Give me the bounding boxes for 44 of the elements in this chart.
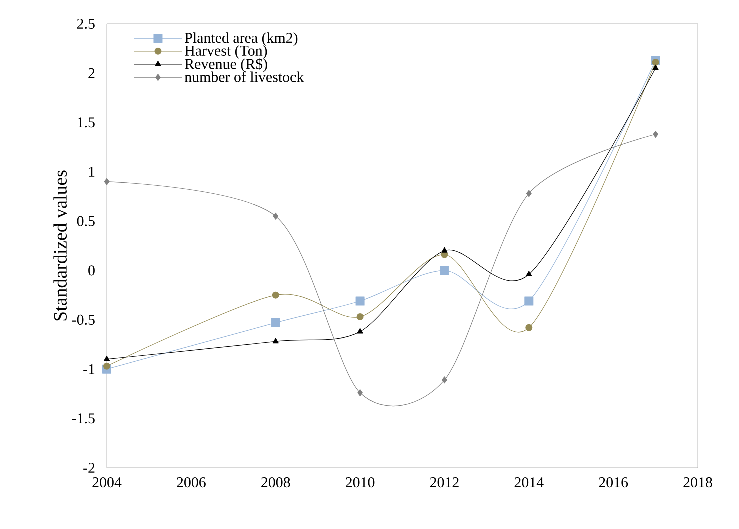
- point: [440, 266, 450, 276]
- y-tick-label: -1: [84, 364, 95, 374]
- legend-label: Planted area (km2): [185, 32, 298, 46]
- point: [272, 338, 279, 344]
- point: [272, 292, 280, 299]
- y-tick-label: -1.5: [72, 414, 95, 424]
- y-tick-label: 1.5: [78, 118, 95, 128]
- point: [104, 178, 110, 186]
- point: [526, 324, 533, 332]
- y-tick-label: 0: [88, 266, 95, 276]
- y-axis-title: Standardized values: [54, 170, 67, 321]
- legend-label: number of livestock: [184, 72, 304, 82]
- legend-label: Revenue (R$): [185, 58, 268, 72]
- x-tick-label: 2014: [514, 478, 544, 488]
- point: [356, 296, 365, 306]
- x-tick-label: 2010: [346, 478, 375, 488]
- y-tick-label: -0.5: [72, 314, 95, 326]
- point: [526, 190, 532, 198]
- y-tick-label: 0.5: [77, 216, 95, 226]
- point: [442, 376, 448, 384]
- point: [356, 314, 364, 321]
- y-tick-label: 2.5: [77, 18, 95, 30]
- y-tick-label: 1: [89, 167, 95, 177]
- point: [652, 58, 660, 66]
- x-tick-label: 2016: [599, 478, 628, 488]
- y-tick-label: -2: [84, 463, 95, 473]
- point: [104, 362, 111, 370]
- point: [271, 318, 280, 328]
- x-tick-label: 2006: [177, 478, 206, 488]
- legend-label: Harvest (Ton): [185, 45, 268, 60]
- x-tick-label: 2008: [262, 478, 290, 488]
- point: [357, 328, 364, 334]
- point: [358, 389, 363, 396]
- x-tick-label: 2004: [92, 478, 122, 488]
- point: [526, 271, 532, 276]
- point: [273, 212, 279, 220]
- x-tick-label: 2018: [684, 478, 712, 488]
- point: [653, 130, 658, 138]
- point: [652, 64, 659, 70]
- x-tick-label: 2012: [430, 478, 459, 488]
- point: [524, 296, 534, 306]
- y-tick-label: 2: [88, 68, 95, 78]
- point: [442, 247, 448, 253]
- point: [104, 356, 110, 362]
